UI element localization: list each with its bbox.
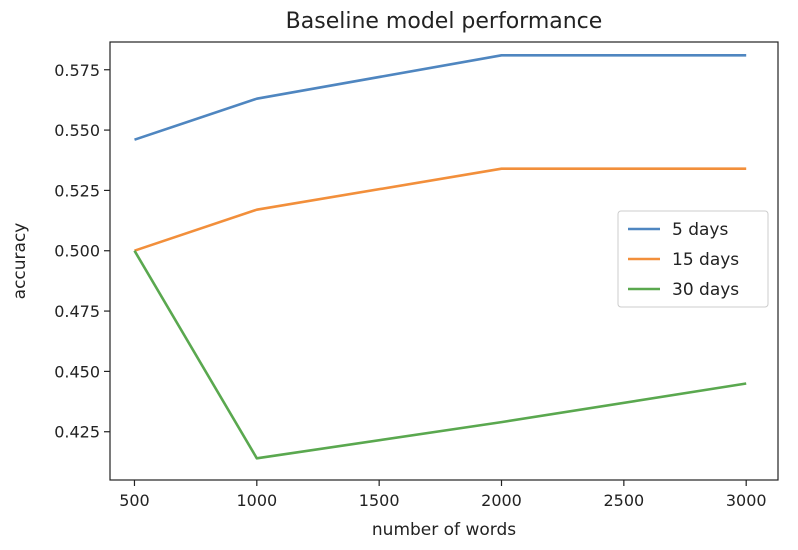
y-tick-label: 0.450: [54, 362, 100, 381]
series-line-1: [134, 167, 747, 252]
series-line-2: [133, 250, 747, 460]
x-tick-label: 1000: [236, 491, 277, 510]
x-tick-label: 2000: [481, 491, 522, 510]
plot-area: 500 1000 1500 2000 2500 3000 0.425 0.450 0.475 0.…: [54, 41, 779, 510]
y-axis-label: accuracy: [10, 223, 30, 300]
legend-label: 15 days: [672, 250, 739, 270]
y-tick-label: 0.525: [54, 181, 100, 200]
legend-box: [617, 210, 769, 308]
axes-frame: [109, 41, 779, 481]
y-tick-label: 0.550: [54, 121, 100, 140]
x-tick-label: 1500: [359, 491, 400, 510]
legend: 5 days 15 days 30 days: [617, 210, 769, 308]
y-tick-label: 0.425: [54, 423, 100, 442]
x-tick-label: 500: [119, 491, 150, 510]
y-tick-label: 0.500: [54, 242, 100, 261]
y-tick-label: 0.475: [54, 302, 100, 321]
y-tick-label: 0.575: [54, 61, 100, 80]
legend-label: 5 days: [672, 220, 728, 240]
chart-title: Baseline model performance: [286, 9, 603, 34]
x-axis-label: number of words: [372, 520, 516, 540]
x-tick-label: 3000: [726, 491, 767, 510]
legend-label: 30 days: [672, 280, 739, 300]
series-line-0: [134, 53, 747, 141]
x-tick-label: 2500: [603, 491, 644, 510]
